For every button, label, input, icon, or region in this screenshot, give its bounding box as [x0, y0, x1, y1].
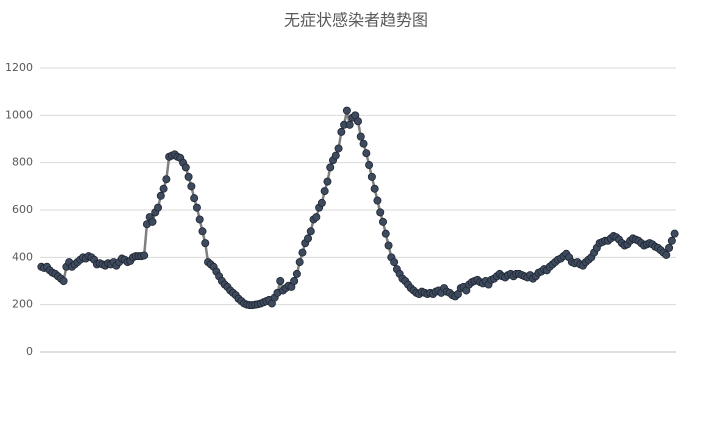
data-point [373, 196, 382, 205]
data-point [342, 106, 351, 115]
data-point [181, 163, 190, 172]
data-point [334, 144, 343, 153]
data-point [662, 250, 671, 259]
data-point [156, 191, 165, 200]
data-point [159, 184, 168, 193]
data-point [190, 194, 199, 203]
data-point [337, 127, 346, 136]
data-point [376, 208, 385, 217]
y-tick-label: 800 [12, 156, 33, 169]
data-point [331, 151, 340, 160]
y-tick-label: 600 [12, 203, 33, 216]
chart-title: 无症状感染者趋势图 [284, 11, 428, 30]
data-point [295, 258, 304, 267]
data-point [365, 161, 374, 170]
data-point [59, 276, 68, 285]
data-point [154, 203, 163, 212]
y-tick-label: 0 [26, 345, 33, 358]
data-point [201, 239, 210, 248]
y-tick-label: 400 [12, 250, 33, 263]
data-point [670, 229, 679, 238]
data-point [323, 177, 332, 186]
data-point [195, 215, 204, 224]
data-point [356, 132, 365, 141]
data-point [665, 243, 674, 252]
data-point [298, 248, 307, 257]
y-tick-label: 1200 [5, 61, 33, 74]
data-point [367, 172, 376, 181]
data-point [292, 269, 301, 278]
data-point [370, 184, 379, 193]
data-point [148, 217, 157, 226]
data-point [162, 175, 171, 184]
data-point [317, 198, 326, 207]
data-point [384, 241, 393, 250]
data-point [312, 213, 321, 222]
data-point [140, 251, 149, 260]
data-point [187, 182, 196, 191]
data-point [198, 227, 207, 236]
data-point [184, 172, 193, 181]
series-line [40, 110, 676, 307]
data-point [353, 117, 362, 126]
data-point [667, 236, 676, 245]
data-point [362, 149, 371, 158]
data-point [192, 203, 201, 212]
data-point [345, 120, 354, 129]
data-point [306, 227, 315, 236]
data-point [378, 217, 387, 226]
data-point [381, 229, 390, 238]
y-tick-label: 200 [12, 298, 33, 311]
data-point [390, 258, 399, 267]
data-point [320, 187, 329, 196]
data-point [359, 139, 368, 148]
y-tick-label: 1000 [5, 108, 33, 121]
data-point [304, 234, 313, 243]
data-point [326, 163, 335, 172]
data-point [290, 276, 299, 285]
data-point [276, 276, 285, 285]
